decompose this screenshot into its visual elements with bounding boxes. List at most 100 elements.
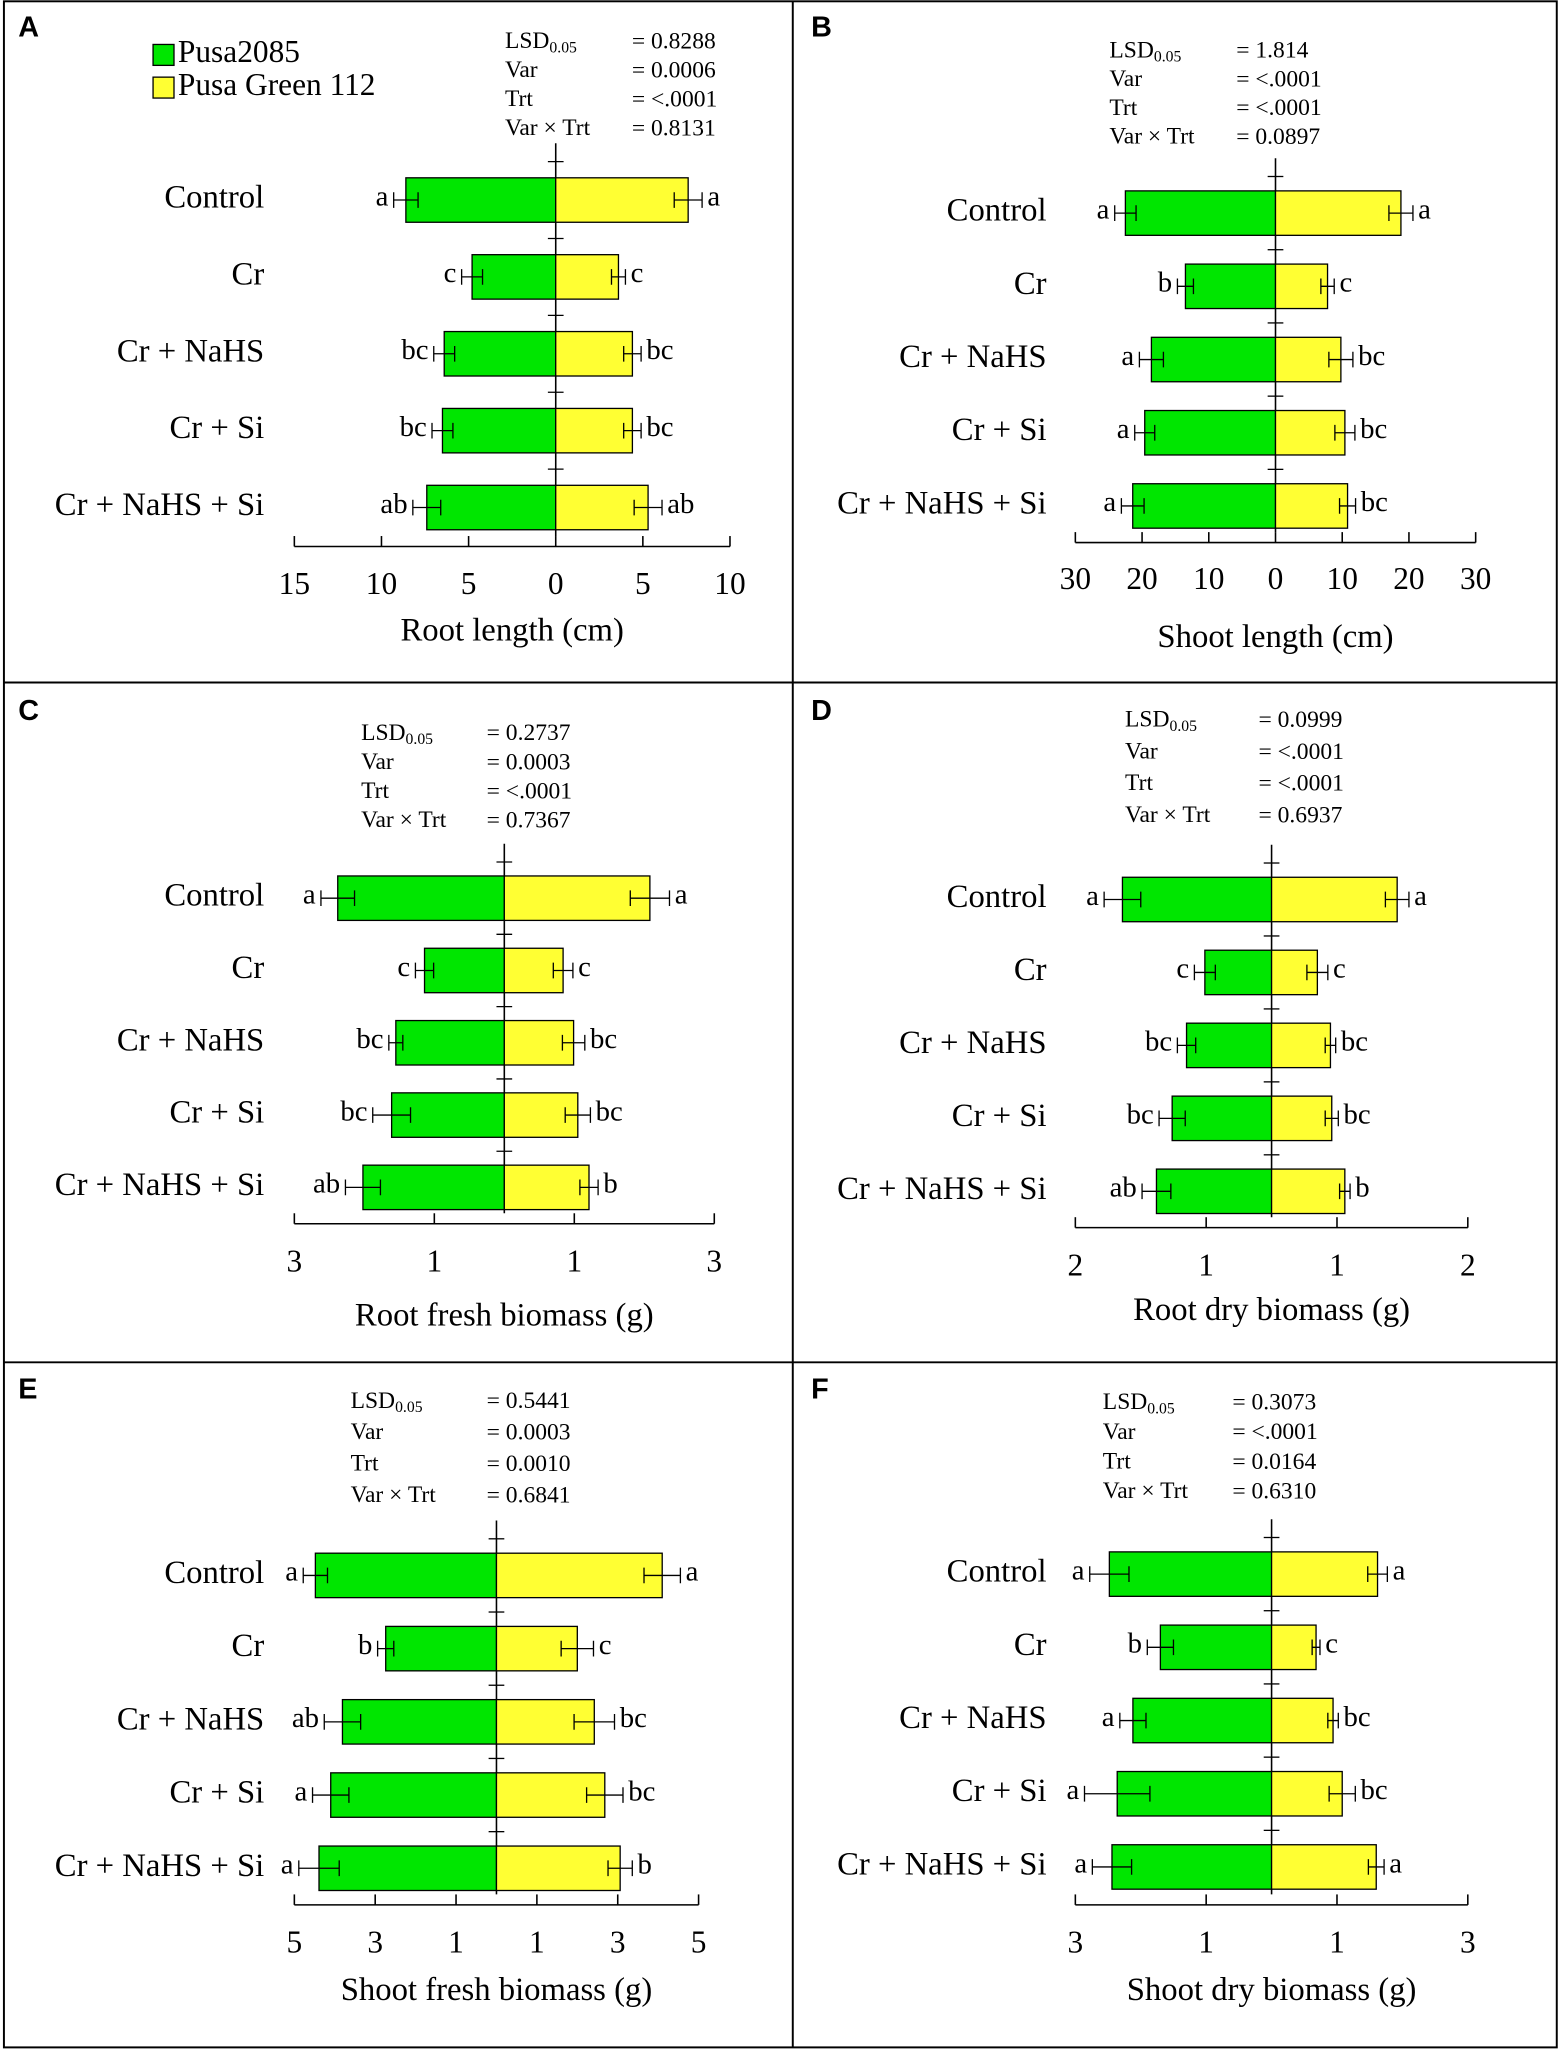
x-tick-label: 10 — [1193, 561, 1224, 596]
significance-letter: bc — [1341, 1026, 1368, 1058]
panel-label: B — [811, 11, 832, 43]
panel-label: D — [811, 695, 832, 727]
bar — [337, 875, 505, 922]
category-label: Cr — [232, 1628, 265, 1664]
significance-letter: ab — [1110, 1172, 1137, 1204]
significance-letter: bc — [1344, 1701, 1371, 1733]
significance-letter: c — [631, 257, 644, 289]
bar — [503, 1164, 590, 1211]
x-tick-label: 5 — [461, 566, 477, 601]
stat-name: Var × Trt — [361, 808, 447, 834]
category-label: Cr + NaHS + Si — [837, 1846, 1046, 1882]
error-bar — [610, 269, 627, 285]
category-label: Cr + Si — [952, 1098, 1047, 1134]
bar — [1108, 1551, 1273, 1597]
bar — [503, 1092, 579, 1138]
x-tick-label: 0 — [1268, 561, 1284, 596]
stat-name: Trt — [505, 87, 533, 113]
significance-letter: bc — [356, 1023, 383, 1055]
bar — [555, 177, 689, 223]
error-bar — [1134, 424, 1156, 441]
stat-label: Var — [361, 749, 394, 775]
stat-label: Var — [1125, 739, 1158, 765]
error-bar — [1324, 1037, 1337, 1054]
stat-sub: 0.05 — [1154, 48, 1182, 65]
legend-swatch — [152, 76, 175, 99]
x-tick-label: 5 — [635, 566, 651, 601]
bar — [495, 1845, 621, 1892]
x-tick-label: 1 — [529, 1925, 545, 1960]
error-bar — [1338, 498, 1357, 514]
legend-swatch — [152, 43, 175, 67]
stat-name: LSD — [505, 29, 549, 55]
bar — [1274, 263, 1329, 310]
error-bar — [372, 1107, 412, 1123]
error-bar — [673, 192, 703, 208]
category-label: Control — [947, 1554, 1047, 1590]
stat-label: Var × Trt — [1125, 802, 1211, 828]
x-tick-label: 0 — [548, 566, 564, 601]
category-label: Cr + Si — [169, 1095, 264, 1131]
bar — [441, 407, 557, 454]
stat-value: = 0.0003 — [487, 1420, 571, 1446]
category-label: Cr + Si — [169, 410, 264, 446]
bar — [423, 947, 505, 994]
x-tick-label: 3 — [706, 1243, 722, 1278]
bar — [1121, 876, 1273, 923]
error-bar — [564, 1107, 592, 1123]
stat-name: LSD — [1103, 1390, 1147, 1416]
stat-value: = 0.0164 — [1232, 1449, 1316, 1475]
x-axis-label: Shoot fresh biomass (g) — [341, 1972, 653, 2008]
bar — [330, 1772, 498, 1818]
stat-name: Var — [1109, 66, 1142, 92]
significance-letter: bc — [628, 1775, 655, 1807]
bar — [1159, 1624, 1273, 1671]
stat-value: = <.0001 — [1236, 95, 1321, 121]
stat-label: Trt — [351, 1451, 379, 1477]
stat-name: Var × Trt — [1103, 1479, 1189, 1505]
error-bar — [1083, 1785, 1151, 1802]
significance-letter: a — [1072, 1554, 1085, 1586]
x-tick-label: 2 — [1460, 1247, 1476, 1282]
stat-name: LSD — [361, 720, 405, 746]
stat-name: Trt — [1103, 1449, 1131, 1475]
stat-label: Var × Trt — [361, 808, 447, 834]
error-bar — [1176, 278, 1195, 295]
error-bar — [1306, 964, 1329, 981]
stat-label: LSD0.05 — [1103, 1390, 1175, 1417]
bar — [385, 1625, 498, 1672]
x-tick-label: 15 — [279, 566, 310, 601]
stat-label: Var — [1109, 66, 1142, 92]
stat-label: Trt — [361, 778, 389, 804]
significance-letter: a — [1418, 193, 1431, 225]
significance-letter: c — [599, 1629, 612, 1661]
x-tick-label: 10 — [714, 566, 745, 601]
bar — [555, 330, 634, 377]
significance-letter: a — [1086, 880, 1099, 912]
stat-name: Var — [351, 1420, 384, 1446]
x-tick-label: 1 — [1329, 1247, 1345, 1282]
error-bar — [298, 1860, 340, 1877]
stat-label: Var — [1103, 1419, 1136, 1445]
bar — [1270, 1844, 1377, 1890]
x-axis-label: Shoot length (cm) — [1157, 619, 1393, 655]
error-bar — [1367, 1566, 1389, 1582]
significance-letter: a — [1097, 193, 1110, 225]
error-bar — [431, 422, 454, 439]
error-bar — [460, 269, 484, 285]
category-label: Cr + NaHS + Si — [837, 1171, 1046, 1207]
error-bar — [629, 890, 671, 907]
significance-letter: b — [358, 1629, 372, 1661]
bar — [1274, 483, 1349, 529]
category-label: Control — [947, 193, 1047, 229]
significance-letter: ab — [292, 1702, 319, 1734]
significance-letter: a — [1389, 1847, 1402, 1879]
significance-letter: b — [603, 1168, 617, 1200]
stat-name: LSD — [351, 1388, 395, 1414]
stat-label: Var × Trt — [1109, 124, 1195, 150]
significance-letter: c — [397, 951, 410, 983]
panel-label: A — [18, 11, 39, 43]
significance-letter: a — [376, 180, 389, 212]
category-label: Cr + Si — [952, 1773, 1047, 1809]
